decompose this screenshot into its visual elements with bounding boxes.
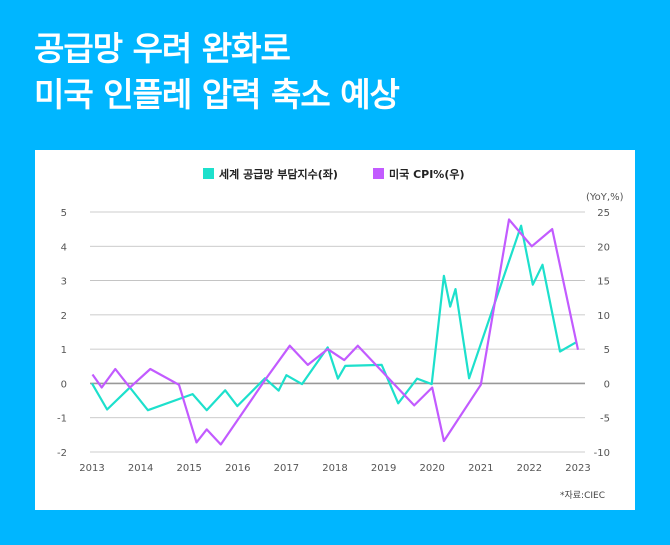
right-axis-unit: (YoY,%) [586, 192, 624, 203]
source-note: *자료:CIEC [560, 490, 605, 501]
left-axis-tick: 2 [61, 311, 67, 322]
right-axis-tick: 5 [604, 345, 610, 356]
x-axis-tick: 2020 [419, 463, 444, 474]
x-axis-tick: 2021 [468, 463, 493, 474]
right-axis-tick: 25 [597, 208, 610, 219]
left-axis-tick: 5 [61, 208, 67, 219]
left-axis-tick: 4 [61, 242, 67, 253]
legend-swatch-cpi [373, 168, 384, 179]
left-axis-tick: 1 [61, 345, 67, 356]
left-axis-tick: 3 [61, 277, 67, 288]
title-line-2: 미국 인플레 압력 축소 예상 [34, 75, 400, 114]
right-axis-tick: 10 [597, 311, 610, 322]
series-line-cpi [91, 218, 580, 446]
x-axis-tick: 2019 [371, 463, 396, 474]
x-axis-tick: 2016 [225, 463, 250, 474]
right-axis-tick: 20 [597, 242, 610, 253]
x-axis-tick: 2022 [517, 463, 542, 474]
right-axis-tick: -10 [594, 448, 610, 459]
legend-label-supply-chain: 세계 공급망 부담지수(좌) [219, 167, 338, 181]
chart-panel: 5 4 3 2 1 0 -1 -2 25 20 15 10 5 0 -5 -10 2013 2014 2015 201… [35, 150, 635, 510]
x-axis-tick: 2015 [176, 463, 201, 474]
left-axis-tick: -1 [57, 414, 67, 425]
x-axis-tick: 2018 [322, 463, 347, 474]
right-axis-tick: 15 [597, 277, 610, 288]
legend-swatch-supply-chain [203, 168, 214, 179]
x-axis-tick: 2013 [79, 463, 104, 474]
x-axis-tick: 2023 [565, 463, 590, 474]
page-title: 공급망 우려 완화로 미국 인플레 압력 축소 예상 [34, 26, 400, 118]
x-axis-tick: 2017 [274, 463, 299, 474]
left-axis-tick: 0 [61, 379, 67, 390]
legend-label-cpi: 미국 CPI%(우) [389, 167, 465, 181]
right-axis-tick: -5 [600, 414, 610, 425]
title-line-1: 공급망 우려 완화로 [34, 29, 291, 68]
right-axis-tick: 0 [604, 379, 610, 390]
x-axis-tick: 2014 [128, 463, 153, 474]
left-axis-tick: -2 [57, 448, 67, 459]
